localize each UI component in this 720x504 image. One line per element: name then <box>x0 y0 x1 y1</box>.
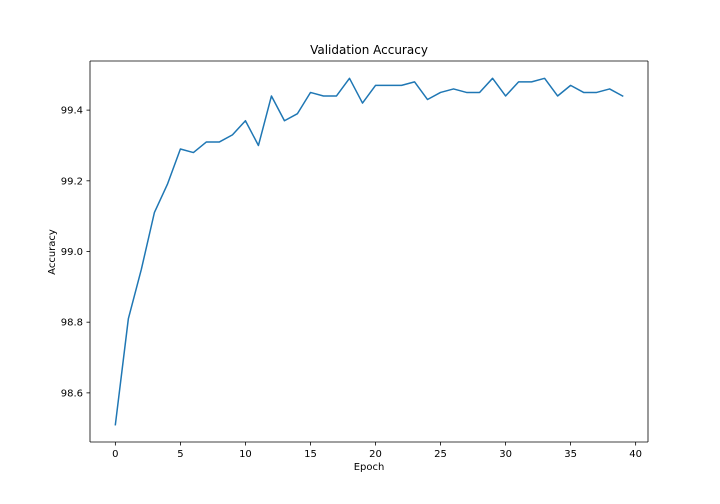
x-tick-label: 10 <box>239 449 252 460</box>
x-tick-label: 40 <box>629 449 642 460</box>
y-tick-label: 99.0 <box>61 247 83 258</box>
x-tick-label: 25 <box>434 449 447 460</box>
axes: 0 5 10 15 20 25 30 35 40 98.6 98.8 99.0 99.2 99.4 <box>61 60 649 460</box>
y-tick-label: 98.8 <box>61 318 83 329</box>
series-layer <box>114 77 624 426</box>
x-tick-label: 20 <box>369 449 382 460</box>
x-axis-label: Epoch <box>354 462 385 473</box>
series-line-0 <box>114 77 624 426</box>
y-tick-label: 98.6 <box>61 388 83 399</box>
y-tick-label: 99.2 <box>61 176 83 187</box>
chart-title: Validation Accuracy <box>310 43 428 57</box>
plot-background <box>90 61 648 442</box>
x-tick-label: 15 <box>304 449 317 460</box>
x-tick-label: 35 <box>564 449 577 460</box>
y-axis-label: Accuracy <box>47 229 58 275</box>
y-tick-label: 99.4 <box>61 106 83 117</box>
plot-area <box>90 61 648 442</box>
x-tick-label: 5 <box>177 449 183 460</box>
x-tick-label: 0 <box>112 449 118 460</box>
x-tick-label: 30 <box>499 449 512 460</box>
